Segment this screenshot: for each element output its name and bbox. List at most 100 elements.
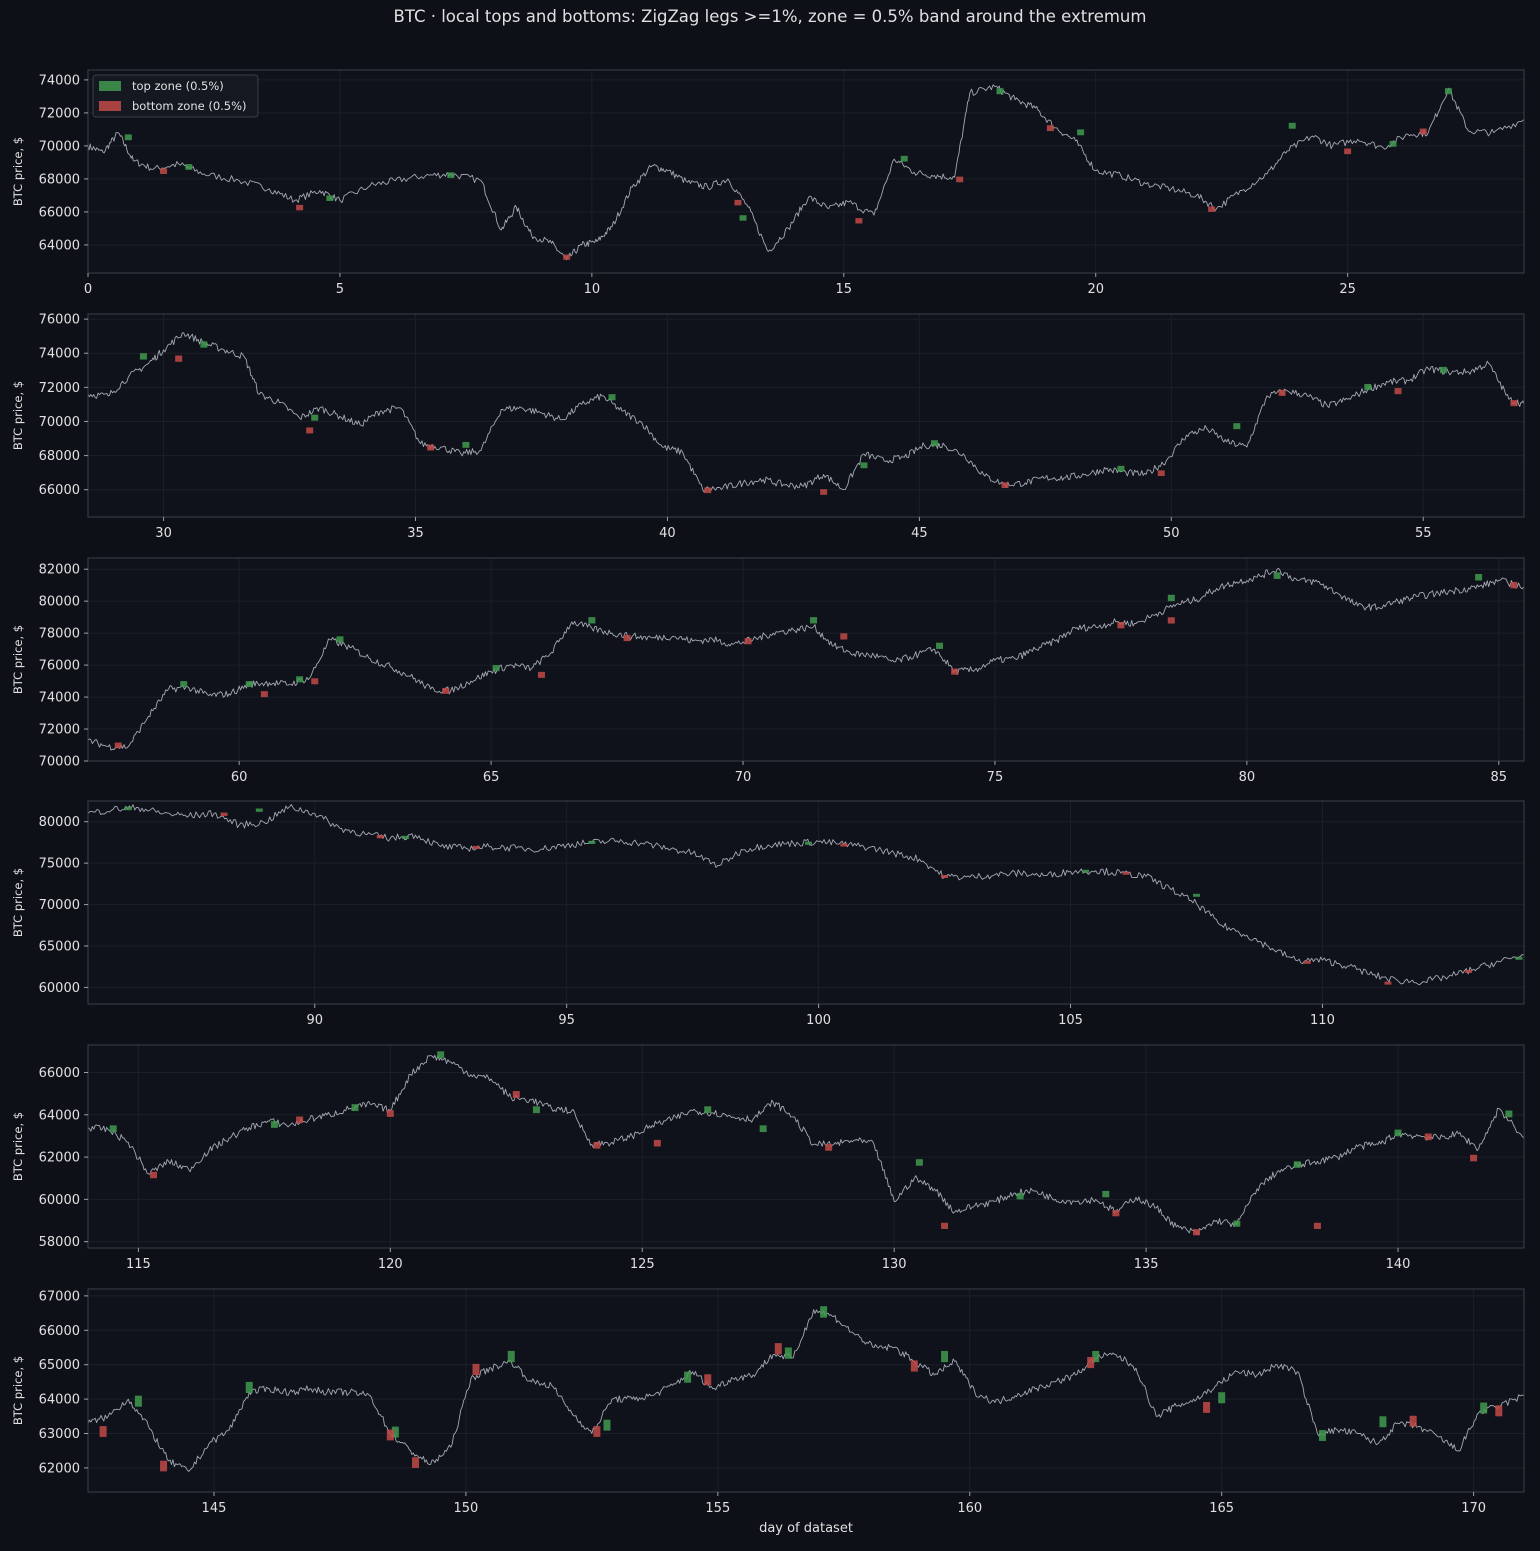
top-zone xyxy=(1117,465,1125,472)
top-zone xyxy=(1439,366,1447,374)
top-zone xyxy=(1480,1402,1488,1414)
x-tick-label: 145 xyxy=(202,1501,227,1516)
y-tick-label: 70000 xyxy=(39,415,80,430)
bottom-zone xyxy=(512,1091,520,1098)
x-tick-label: 10 xyxy=(584,282,601,297)
panel-4: 90 95 100 105 110 60000 65000 70000 75000 80000 BT… xyxy=(11,800,1525,1028)
x-axis-label: day of dataset xyxy=(759,1521,853,1536)
x-tick-label: 30 xyxy=(155,526,172,541)
top-zone xyxy=(270,1121,278,1128)
bottom-zone xyxy=(386,1429,394,1441)
y-tick-label: 70000 xyxy=(39,898,80,913)
top-zone xyxy=(1389,140,1397,147)
top-zone xyxy=(1192,893,1200,897)
top-zone xyxy=(1233,1220,1241,1227)
x-tick-label: 155 xyxy=(705,1501,730,1516)
x-tick-label: 90 xyxy=(306,1013,323,1028)
top-zone xyxy=(1092,1350,1100,1363)
chart-title: BTC · local tops and bottoms: ZigZag leg… xyxy=(394,7,1147,26)
top-zone xyxy=(704,1106,712,1114)
bottom-zone xyxy=(1344,148,1352,155)
y-tick-label: 65000 xyxy=(39,940,80,955)
x-tick-label: 20 xyxy=(1087,282,1104,297)
top-zone xyxy=(603,1419,611,1431)
bottom-zone xyxy=(704,487,712,494)
x-tick-label: 75 xyxy=(987,770,1004,785)
top-zone xyxy=(608,394,616,401)
x-tick-label: 170 xyxy=(1461,1501,1486,1516)
x-tick-label: 130 xyxy=(882,1257,907,1272)
bottom-zone xyxy=(160,1460,168,1472)
bottom-zone xyxy=(941,875,949,879)
bottom-zone xyxy=(427,444,435,451)
top-zone xyxy=(1318,1430,1326,1441)
y-tick-label: 58000 xyxy=(39,1235,80,1250)
bottom-zone xyxy=(1424,1133,1432,1141)
top-zone xyxy=(915,1159,923,1166)
y-tick-label: 75000 xyxy=(39,857,80,872)
x-tick-label: 70 xyxy=(735,770,752,785)
x-tick-label: 125 xyxy=(630,1257,655,1272)
top-zone xyxy=(462,441,470,448)
top-zone xyxy=(391,1426,399,1438)
bottom-zone xyxy=(910,1360,918,1372)
top-zone xyxy=(245,681,253,688)
top-zone xyxy=(1233,423,1241,430)
top-zone xyxy=(437,1051,445,1059)
bottom-zone xyxy=(1001,482,1009,488)
bottom-zone xyxy=(114,742,122,749)
bottom-zone xyxy=(175,355,183,362)
top-zone xyxy=(1102,1190,1110,1198)
top-zone xyxy=(124,806,132,811)
top-zone xyxy=(134,1395,142,1407)
y-tick-label: 76000 xyxy=(39,313,80,328)
panel-3: 60 65 70 75 80 85 70000 72000 74000 76000 78000 800… xyxy=(11,557,1525,785)
x-tick-label: 25 xyxy=(1339,282,1356,297)
y-tick-label: 74000 xyxy=(39,691,80,706)
y-tick-label: 67000 xyxy=(39,1289,80,1304)
top-zone xyxy=(1273,572,1281,579)
top-zone xyxy=(810,617,818,624)
top-zone xyxy=(1293,1161,1301,1168)
panels-group: 0 5 10 15 20 25 64000 66000 68000 70000 72000 74000… xyxy=(11,69,1525,1516)
top-zone xyxy=(1077,129,1085,136)
x-tick-label: 15 xyxy=(836,282,853,297)
y-tick-label: 66000 xyxy=(39,1066,80,1081)
y-tick-label: 64000 xyxy=(39,238,80,253)
y-tick-label: 70000 xyxy=(39,139,80,154)
x-tick-label: 85 xyxy=(1491,770,1508,785)
x-tick-label: 35 xyxy=(407,526,424,541)
top-zone xyxy=(1082,869,1090,873)
bottom-zone xyxy=(593,1426,601,1437)
legend-label: bottom zone (0.5%) xyxy=(132,99,247,113)
y-tick-label: 60000 xyxy=(39,1193,80,1208)
bottom-zone xyxy=(1510,400,1518,407)
bottom-zone xyxy=(1495,1405,1503,1417)
price-line xyxy=(87,332,1525,493)
bottom-zone xyxy=(1278,389,1286,396)
x-tick-label: 100 xyxy=(806,1013,831,1028)
bottom-zone xyxy=(956,176,964,183)
x-tick-label: 50 xyxy=(1163,526,1180,541)
y-tick-label: 62000 xyxy=(39,1461,80,1476)
bottom-zone xyxy=(296,1116,304,1124)
x-tick-label: 80 xyxy=(1239,770,1256,785)
legend-swatch-bottom xyxy=(99,101,121,111)
plot-frame xyxy=(87,1044,1525,1249)
x-tick-label: 110 xyxy=(1310,1013,1335,1028)
top-zone xyxy=(1379,1416,1387,1428)
plot-area xyxy=(88,558,1524,761)
top-zone xyxy=(507,1350,515,1363)
plot-frame xyxy=(87,800,1525,1005)
y-axis-label: BTC price, $ xyxy=(11,1356,25,1425)
x-tick-label: 55 xyxy=(1415,526,1432,541)
bottom-zone xyxy=(704,1374,712,1386)
bottom-zone xyxy=(1112,1210,1120,1217)
bottom-zone xyxy=(306,427,314,434)
bottom-zone xyxy=(820,489,828,495)
y-tick-label: 72000 xyxy=(39,723,80,738)
top-zone xyxy=(1218,1392,1226,1404)
bottom-zone xyxy=(744,638,752,645)
bottom-zone xyxy=(376,835,384,839)
bottom-zone xyxy=(623,634,631,642)
